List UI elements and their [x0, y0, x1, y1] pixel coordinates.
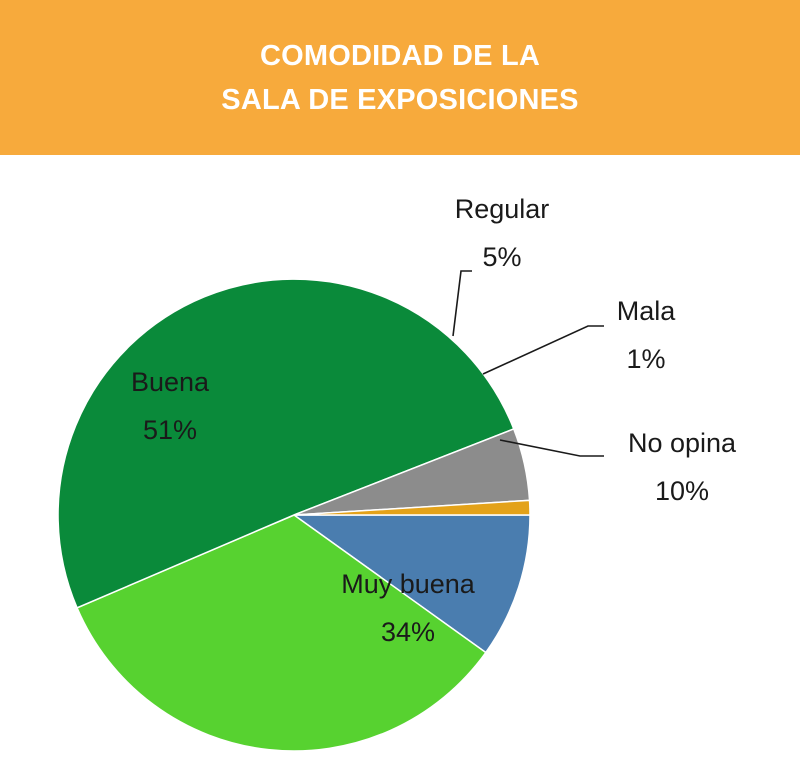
title-banner: COMODIDAD DE LA SALA DE EXPOSICIONES: [0, 0, 800, 155]
pie-slice-muy-buena: [76, 514, 487, 752]
slice-label-regular: Regular: [455, 194, 550, 224]
title-line-2: SALA DE EXPOSICIONES: [221, 83, 579, 116]
slice-value-buena: 51%: [143, 415, 197, 445]
slice-value-no-opina: 10%: [655, 476, 709, 506]
title-line-1: COMODIDAD DE LA: [259, 39, 541, 72]
slice-value-mala: 1%: [626, 344, 665, 374]
slice-label-muy-buena: Muy buena: [341, 569, 476, 599]
pie-slice-no-opina: [291, 514, 531, 654]
pie-slice-mala: [293, 499, 531, 516]
pie-slice-buena: [57, 278, 515, 609]
slice-label-no-opina: No opina: [628, 428, 737, 458]
slice-value-regular: 5%: [482, 242, 521, 272]
leader-line-no-opina: [499, 439, 604, 457]
slice-label-mala: Mala: [617, 296, 677, 326]
leader-line-mala: [482, 325, 604, 375]
slice-value-muy-buena: 34%: [381, 617, 435, 647]
slice-label-buena: Buena: [131, 367, 210, 397]
leader-line-regular: [452, 270, 472, 337]
